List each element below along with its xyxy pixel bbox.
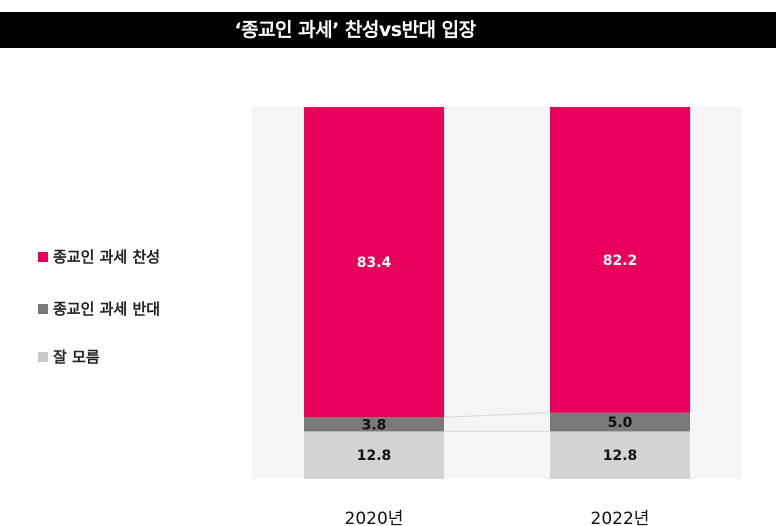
title-bar: ‘종교인 과세’ 찬성vs반대 입장 <box>0 12 776 48</box>
legend-label-unknown: 잘 모름 <box>53 348 100 366</box>
connector-line <box>443 412 551 418</box>
legend-swatch-oppose <box>38 304 48 314</box>
legend-item-oppose: 종교인 과세 반대 <box>38 298 160 320</box>
bar-segment <box>550 431 690 479</box>
chart-title: ‘종교인 과세’ 찬성vs반대 입장 <box>234 19 476 41</box>
data-label: 3.8 <box>362 417 387 433</box>
legend-swatch-favor <box>38 252 48 262</box>
legend-item-unknown: 잘 모름 <box>38 346 100 368</box>
data-label: 12.8 <box>603 448 638 464</box>
bar-segment <box>550 107 690 413</box>
data-label: 12.8 <box>357 448 392 464</box>
bar-segment <box>304 107 444 418</box>
legend-label-favor: 종교인 과세 찬성 <box>53 248 161 266</box>
data-label: 83.4 <box>357 255 392 271</box>
data-label: 5.0 <box>608 415 633 431</box>
bar-segment <box>550 412 690 432</box>
x-tick-label: 2020년 <box>345 509 404 526</box>
legend-item-favor: 종교인 과세 찬성 <box>38 246 160 268</box>
bar-segment <box>304 417 444 432</box>
x-tick-label: 2022년 <box>591 509 650 526</box>
data-label: 82.2 <box>603 253 638 269</box>
legend-swatch-unknown <box>38 352 48 362</box>
bar-segment <box>304 431 444 479</box>
legend-label-oppose: 종교인 과세 반대 <box>53 300 161 318</box>
